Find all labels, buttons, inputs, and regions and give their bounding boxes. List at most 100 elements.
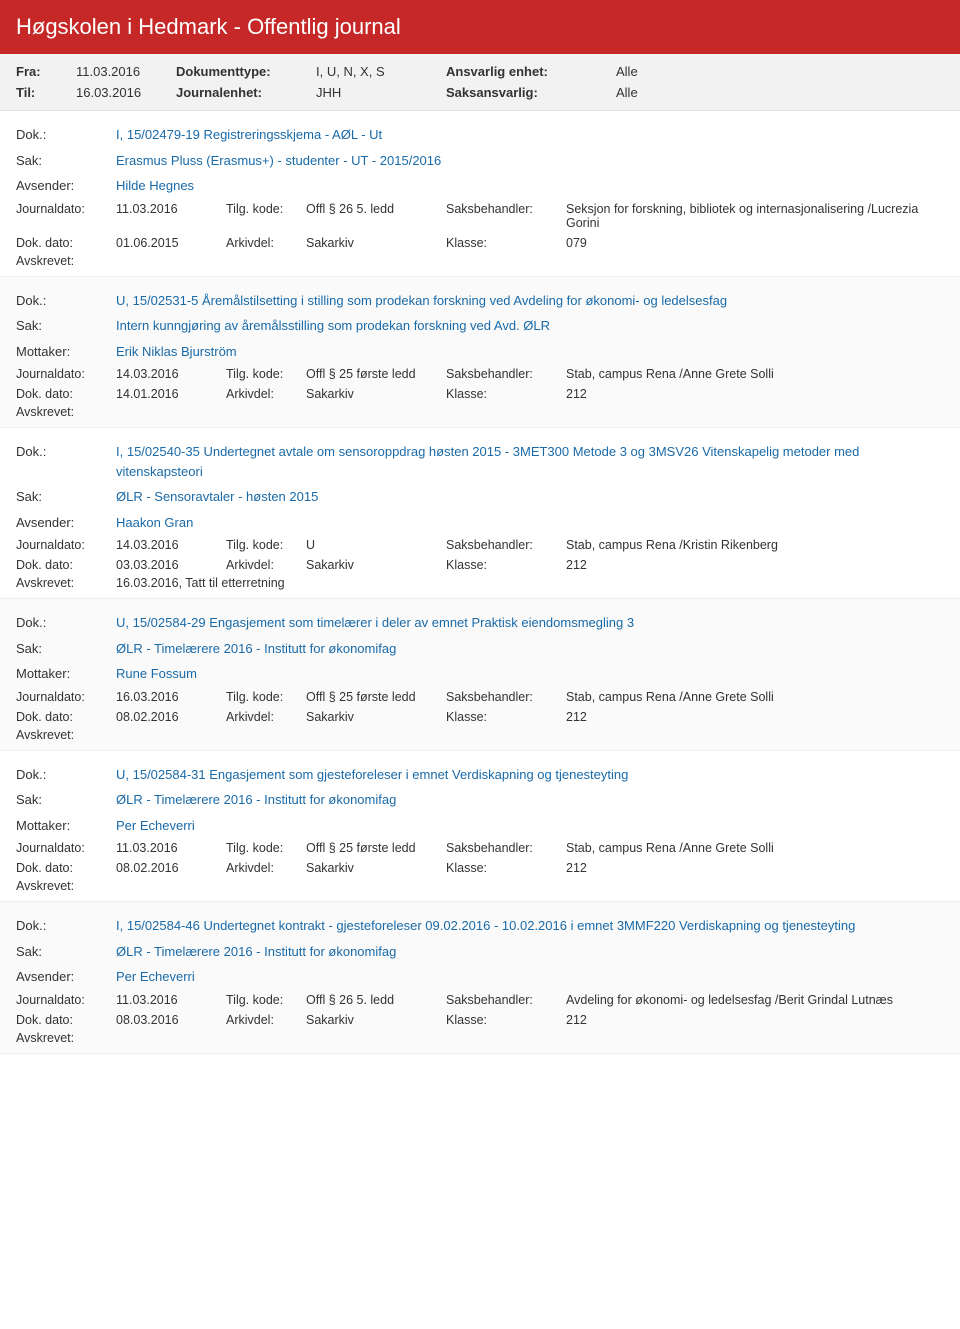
avskrevet-label: Avskrevet: [16,1031,116,1045]
dok-value: U, 15/02584-29 Engasjement som timelærer… [116,613,944,633]
saksbehandler-label: Saksbehandler: [446,538,566,552]
party-value: Per Echeverri [116,967,944,987]
filter-bar: Fra: 11.03.2016 Dokumenttype: I, U, N, X… [0,54,960,111]
arkivdel-label: Arkivdel: [226,558,306,572]
tilgkode-label: Tilg. kode: [226,367,306,381]
saksbehandler-label: Saksbehandler: [446,690,566,704]
journaldato-label: Journaldato: [16,202,116,230]
sak-label: Sak: [16,316,116,336]
saksbehandler-value: Stab, campus Rena /Kristin Rikenberg [566,538,944,552]
arkivdel-label: Arkivdel: [226,387,306,401]
saksbehandler-label: Saksbehandler: [446,202,566,230]
journaldato-label: Journaldato: [16,841,116,855]
dokdato-label: Dok. dato: [16,710,116,724]
avskrevet-label: Avskrevet: [16,879,116,893]
sak-value: ØLR - Timelærere 2016 - Institutt for øk… [116,639,944,659]
avskrevet-label: Avskrevet: [16,576,116,590]
sak-label: Sak: [16,151,116,171]
sak-value: Erasmus Pluss (Erasmus+) - studenter - U… [116,151,944,171]
party-label: Avsender: [16,513,116,533]
page-title: Høgskolen i Hedmark - Offentlig journal [0,0,960,54]
journal-entry: Dok.: I, 15/02584-46 Undertegnet kontrak… [0,902,960,1054]
dokumenttype-value: I, U, N, X, S [316,64,446,79]
arkivdel-label: Arkivdel: [226,236,306,250]
dokdato-label: Dok. dato: [16,558,116,572]
journalenhet-value: JHH [316,85,446,100]
saksbehandler-label: Saksbehandler: [446,993,566,1007]
party-label: Avsender: [16,967,116,987]
party-value: Rune Fossum [116,664,944,684]
party-label: Avsender: [16,176,116,196]
dok-value: U, 15/02584-31 Engasjement som gjestefor… [116,765,944,785]
tilgkode-label: Tilg. kode: [226,690,306,704]
journal-entry: Dok.: I, 15/02479-19 Registreringsskjema… [0,111,960,277]
saksbehandler-value: Stab, campus Rena /Anne Grete Solli [566,690,944,704]
dokdato-label: Dok. dato: [16,861,116,875]
party-label: Mottaker: [16,816,116,836]
arkivdel-value: Sakarkiv [306,861,446,875]
arkivdel-value: Sakarkiv [306,1013,446,1027]
dokdato-label: Dok. dato: [16,387,116,401]
klasse-label: Klasse: [446,558,566,572]
journaldato-label: Journaldato: [16,538,116,552]
tilgkode-label: Tilg. kode: [226,538,306,552]
journaldato-value: 11.03.2016 [116,993,226,1007]
sak-value: Intern kunngjøring av åremålsstilling so… [116,316,944,336]
avskrevet-value [116,728,944,742]
dokdato-value: 08.02.2016 [116,710,226,724]
sak-label: Sak: [16,942,116,962]
saksbehandler-value: Seksjon for forskning, bibliotek og inte… [566,202,944,230]
journaldato-label: Journaldato: [16,993,116,1007]
arkivdel-label: Arkivdel: [226,1013,306,1027]
ansvarlig-label: Ansvarlig enhet: [446,64,616,79]
dokumenttype-label: Dokumenttype: [176,64,316,79]
arkivdel-value: Sakarkiv [306,387,446,401]
party-value: Haakon Gran [116,513,944,533]
klasse-label: Klasse: [446,861,566,875]
saksbehandler-value: Stab, campus Rena /Anne Grete Solli [566,367,944,381]
tilgkode-value: Offl § 26 5. ledd [306,202,446,230]
dok-value: I, 15/02479-19 Registreringsskjema - AØL… [116,125,944,145]
journal-entry: Dok.: U, 15/02584-31 Engasjement som gje… [0,751,960,903]
sak-label: Sak: [16,639,116,659]
dokdato-label: Dok. dato: [16,1013,116,1027]
dokdato-value: 01.06.2015 [116,236,226,250]
saksbehandler-label: Saksbehandler: [446,841,566,855]
avskrevet-value [116,405,944,419]
dokdato-value: 08.03.2016 [116,1013,226,1027]
tilgkode-label: Tilg. kode: [226,202,306,230]
avskrevet-value [116,1031,944,1045]
journaldato-value: 16.03.2016 [116,690,226,704]
journaldato-value: 11.03.2016 [116,202,226,230]
klasse-label: Klasse: [446,387,566,401]
til-label: Til: [16,85,76,100]
party-value: Per Echeverri [116,816,944,836]
journaldato-label: Journaldato: [16,367,116,381]
dok-label: Dok.: [16,613,116,633]
dok-label: Dok.: [16,442,116,481]
arkivdel-value: Sakarkiv [306,236,446,250]
dokdato-value: 14.01.2016 [116,387,226,401]
journal-entry: Dok.: I, 15/02540-35 Undertegnet avtale … [0,428,960,599]
sak-value: ØLR - Timelærere 2016 - Institutt for øk… [116,790,944,810]
til-value: 16.03.2016 [76,85,176,100]
journal-entry: Dok.: U, 15/02531-5 Åremålstilsetting i … [0,277,960,429]
sak-label: Sak: [16,487,116,507]
avskrevet-value: 16.03.2016, Tatt til etterretning [116,576,944,590]
saksbehandler-value: Avdeling for økonomi- og ledelsesfag /Be… [566,993,944,1007]
tilgkode-value: Offl § 25 første ledd [306,841,446,855]
saksbehandler-value: Stab, campus Rena /Anne Grete Solli [566,841,944,855]
klasse-label: Klasse: [446,1013,566,1027]
saksansvarlig-label: Saksansvarlig: [446,85,616,100]
fra-value: 11.03.2016 [76,64,176,79]
avskrevet-value [116,254,944,268]
arkivdel-label: Arkivdel: [226,710,306,724]
journaldato-value: 14.03.2016 [116,367,226,381]
arkivdel-value: Sakarkiv [306,558,446,572]
avskrevet-value [116,879,944,893]
saksbehandler-label: Saksbehandler: [446,367,566,381]
dok-label: Dok.: [16,291,116,311]
party-value: Hilde Hegnes [116,176,944,196]
dokdato-value: 03.03.2016 [116,558,226,572]
avskrevet-label: Avskrevet: [16,728,116,742]
